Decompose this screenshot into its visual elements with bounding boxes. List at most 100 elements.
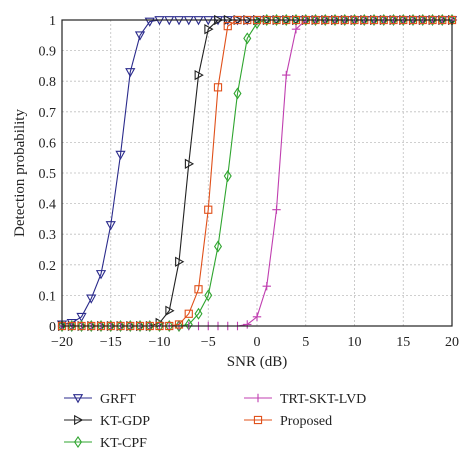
- y-tick-label: 0.7: [39, 106, 57, 121]
- y-tick-label: 0.6: [39, 136, 57, 151]
- data-point-grft: [76, 312, 87, 323]
- x-tick-label: −5: [201, 335, 216, 350]
- y-tick-label: 0.1: [39, 289, 57, 304]
- plot-frame: [61, 19, 453, 327]
- data-point-grft: [105, 221, 116, 231]
- legend-label: TRT-SKT-LVD: [280, 392, 366, 407]
- legend-entry-proposed: Proposed: [244, 414, 332, 429]
- data-point-kt-cpf: [379, 14, 388, 27]
- data-point-kt-cpf: [106, 319, 115, 332]
- data-point-proposed: [213, 83, 223, 92]
- y-tick-label: 0: [49, 320, 56, 335]
- legend-label: Proposed: [280, 414, 332, 429]
- data-point-proposed: [174, 320, 184, 329]
- legend-label: KT-CPF: [100, 436, 147, 451]
- grid: [61, 19, 453, 327]
- data-point-kt-gdp: [175, 256, 185, 267]
- y-tick-label: 0.8: [39, 75, 57, 90]
- data-point-kt-cpf: [301, 14, 310, 27]
- legend-entry-kt-gdp: KT-GDP: [64, 414, 150, 429]
- data-point-kt-cpf: [272, 14, 281, 27]
- data-point-kt-cpf: [399, 14, 408, 27]
- data-point-kt-gdp: [204, 24, 214, 35]
- x-axis-label: SNR (dB): [227, 354, 287, 370]
- x-tick-label: 15: [396, 335, 410, 350]
- data-point-trt-skt-lvd: [243, 320, 252, 329]
- y-tick-label: 1: [49, 14, 56, 29]
- data-point-grft: [125, 68, 136, 78]
- legend-entry-grft: GRFT: [64, 392, 136, 407]
- data-point-grft: [86, 294, 97, 304]
- data-point-kt-cpf: [116, 319, 125, 332]
- data-point-proposed: [223, 21, 232, 31]
- data-point-grft: [144, 17, 155, 27]
- data-point-kt-cpf: [194, 307, 203, 320]
- data-point-kt-cpf: [321, 14, 330, 27]
- data-point-trt-skt-lvd: [282, 70, 291, 80]
- data-point-kt-cpf: [135, 319, 145, 332]
- data-point-kt-cpf: [213, 240, 223, 253]
- y-tick-label: 0.3: [39, 228, 57, 243]
- x-tick-label: 10: [348, 335, 362, 350]
- data-point-kt-cpf: [87, 319, 96, 332]
- data-point-kt-cpf: [408, 14, 418, 27]
- data-point-kt-cpf: [155, 319, 164, 332]
- data-point-kt-cpf: [438, 14, 447, 27]
- y-tick-label: 0.5: [39, 167, 57, 182]
- legend-marker: [253, 415, 263, 425]
- data-point-kt-cpf: [360, 14, 369, 27]
- legend: GRFT KT-GDP KT-CPF TRT-SKT-LVD Proposed: [64, 392, 366, 451]
- data-point-kt-cpf: [350, 14, 359, 27]
- data-point-trt-skt-lvd: [272, 205, 281, 214]
- data-point-kt-cpf: [57, 319, 67, 332]
- legend-entry-trt-skt-lvd: TRT-SKT-LVD: [244, 392, 366, 407]
- data-point-kt-cpf: [233, 87, 242, 100]
- x-tick-label: −15: [100, 335, 122, 350]
- legend-marker: [73, 435, 83, 449]
- data-point-trt-skt-lvd: [262, 282, 271, 291]
- data-point-kt-cpf: [126, 319, 135, 332]
- data-point-trt-skt-lvd: [252, 312, 262, 322]
- legend-label: KT-GDP: [100, 414, 150, 429]
- y-tick-label: 0.2: [39, 259, 57, 274]
- data-point-kt-cpf: [282, 14, 291, 27]
- x-tick-label: −10: [149, 335, 171, 350]
- data-point-kt-cpf: [311, 14, 320, 27]
- data-point-proposed: [204, 205, 213, 214]
- data-point-kt-gdp: [194, 69, 204, 81]
- data-point-trt-skt-lvd: [291, 24, 301, 34]
- data-point-kt-cpf: [96, 319, 106, 332]
- data-point-kt-cpf: [77, 319, 86, 332]
- data-point-kt-cpf: [204, 289, 213, 302]
- data-point-kt-cpf: [330, 14, 340, 27]
- data-point-proposed: [184, 309, 193, 318]
- data-point-kt-cpf: [67, 319, 76, 332]
- data-point-kt-cpf: [340, 14, 349, 27]
- x-tick-label: 0: [254, 335, 261, 350]
- data-point-kt-cpf: [243, 32, 252, 45]
- legend-marker: [74, 414, 84, 426]
- data-point-kt-cpf: [369, 14, 379, 27]
- data-point-grft: [95, 270, 107, 280]
- data-point-kt-cpf: [262, 14, 271, 27]
- data-point-kt-gdp: [165, 305, 175, 316]
- data-point-grft: [115, 150, 126, 160]
- data-point-kt-cpf: [428, 14, 437, 27]
- legend-marker: [72, 394, 84, 404]
- x-tick-label: 5: [302, 335, 309, 350]
- data-point-proposed: [194, 285, 203, 294]
- y-axis-label: Detection probability: [12, 109, 28, 237]
- x-tick-label: 20: [445, 335, 459, 350]
- legend-marker: [253, 393, 263, 403]
- x-tick-label: −20: [51, 335, 73, 350]
- y-tick-label: 0.9: [39, 45, 57, 60]
- data-point-kt-cpf: [418, 14, 427, 27]
- legend-label: GRFT: [100, 392, 136, 407]
- tick-labels: −20 −15 −10 −5 0 5 10 15 20 0 0.1 0.2 0.3 0.4 0.5 0.6 0.…: [39, 14, 460, 350]
- data-point-kt-cpf: [389, 14, 398, 27]
- y-tick-label: 0.4: [39, 198, 57, 213]
- data-point-kt-cpf: [252, 17, 262, 30]
- data-point-kt-cpf: [145, 319, 154, 332]
- data-point-kt-gdp: [184, 158, 195, 169]
